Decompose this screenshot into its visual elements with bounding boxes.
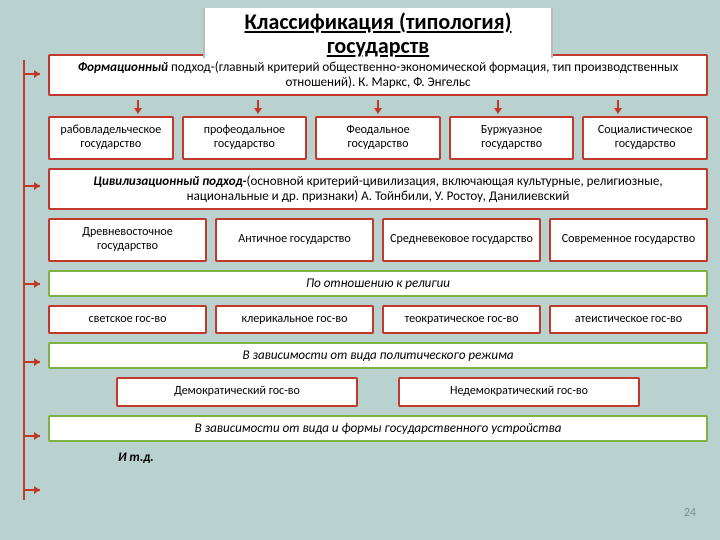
regime-header: В зависимости от вида политического режи…	[48, 342, 708, 369]
title-line1: Классификация (типология)	[245, 8, 512, 35]
form-cell-5: Социалистическое государство	[582, 116, 708, 160]
page-title: Классификация (типология) государств	[203, 8, 554, 58]
etc-label: И т.д.	[118, 450, 708, 465]
form-cell-3: Феодальное государство	[315, 116, 441, 160]
regime-row: Демократический гос-во Недемократический…	[48, 377, 708, 407]
left-spine	[18, 60, 40, 500]
religion-cell-1: светское гос-во	[48, 305, 207, 335]
civil-row: Древневосточное государство Античное гос…	[48, 218, 708, 262]
religion-header: По отношению к религии	[48, 270, 708, 297]
page-number: 24	[684, 506, 696, 520]
civil-cell-3: Средневековое государство	[382, 218, 541, 262]
civil-cell-4: Современное государство	[549, 218, 708, 262]
civil-cell-2: Античное государство	[215, 218, 374, 262]
civil-bold: Цивилизационный подход-	[93, 174, 246, 189]
religion-cell-2: клерикальное гос-во	[215, 305, 374, 335]
religion-cell-4: атеистическое гос-во	[549, 305, 708, 335]
civil-header: Цивилизационный подход-(основной критери…	[48, 168, 708, 210]
regime-cell-2: Недемократический гос-во	[398, 377, 640, 407]
formational-row: рабовладельческое государство профеодаль…	[48, 116, 708, 160]
form-cell-4: Буржуазное государство	[449, 116, 575, 160]
formational-header: Формационный подход-(главный критерий об…	[48, 54, 708, 96]
formational-rest: подход-(главный критерий общественно-эко…	[168, 60, 678, 90]
religion-cell-3: теократическое гос-во	[382, 305, 541, 335]
civil-rest: (основной критерий-цивилизация, включающ…	[187, 174, 663, 204]
form-cell-2: профеодальное государство	[182, 116, 308, 160]
title-line2: государств	[327, 32, 429, 59]
religion-row: светское гос-во клерикальное гос-во теок…	[48, 305, 708, 335]
civil-cell-1: Древневосточное государство	[48, 218, 207, 262]
form-cell-1: рабовладельческое государство	[48, 116, 174, 160]
regime-cell-1: Демократический гос-во	[116, 377, 358, 407]
formational-bold: Формационный	[78, 60, 168, 75]
structure-header: В зависимости от вида и формы государств…	[48, 415, 708, 442]
arrows-formational	[48, 100, 708, 114]
